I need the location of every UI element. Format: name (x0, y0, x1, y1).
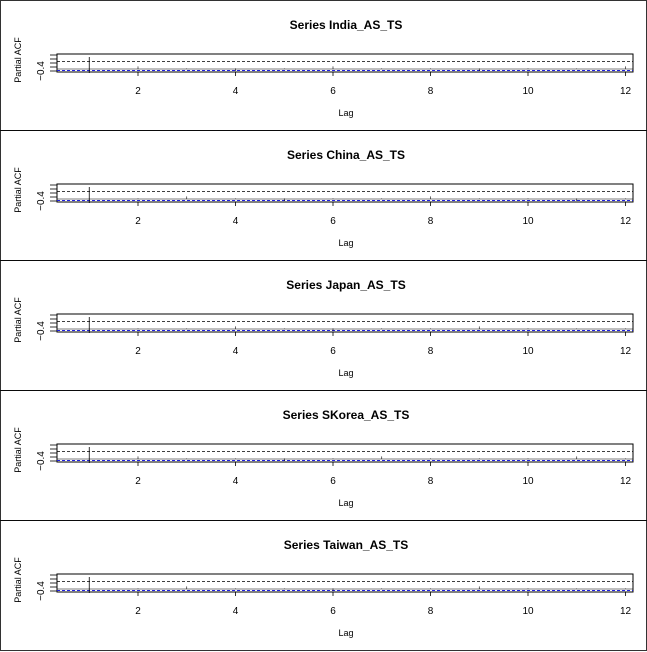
x-tick-label: 4 (233, 216, 239, 227)
y-tick-label: −0.4 (36, 581, 47, 601)
y-axis-label: Partial ACF (13, 557, 23, 603)
x-tick-label: 6 (330, 86, 336, 97)
x-tick-label: 8 (428, 346, 434, 357)
y-axis-label: Partial ACF (13, 167, 23, 213)
x-tick-label: 12 (620, 606, 632, 617)
x-axis-label: Lag (338, 498, 353, 508)
y-tick-label: −0.4 (36, 451, 47, 471)
x-axis-label: Lag (338, 368, 353, 378)
y-tick-label: −0.4 (36, 191, 47, 211)
y-tick-label: −0.4 (36, 61, 47, 81)
plot-box (56, 53, 634, 73)
x-tick-label: 6 (330, 476, 336, 487)
x-tick-label: 2 (135, 216, 141, 227)
pacf-panel: −0.4 Partial ACF 2 4 6 8 10 12 Lag Series China_A… (0, 130, 647, 261)
x-tick-label: 4 (233, 476, 239, 487)
x-axis-label: Lag (338, 108, 353, 118)
y-axis-label: Partial ACF (13, 297, 23, 343)
x-tick-label: 8 (428, 476, 434, 487)
x-tick-label: 4 (233, 86, 239, 97)
x-tick-label: 6 (330, 606, 336, 617)
x-tick-label: 10 (522, 216, 534, 227)
x-tick-label: 10 (522, 476, 534, 487)
x-tick-label: 6 (330, 346, 336, 357)
x-tick-label: 12 (620, 346, 632, 357)
x-tick-label: 10 (522, 86, 534, 97)
chart-title: Series Japan_AS_TS (286, 278, 405, 292)
y-axis-label: Partial ACF (13, 37, 23, 83)
x-tick-label: 6 (330, 216, 336, 227)
x-tick-label: 4 (233, 346, 239, 357)
chart-title: Series China_AS_TS (287, 148, 405, 162)
x-tick-label: 10 (522, 606, 534, 617)
pacf-panel: −0.4 Partial ACF 2 4 6 8 10 12 Lag Series SKorea_… (0, 390, 647, 521)
x-tick-label: 2 (135, 476, 141, 487)
x-tick-label: 4 (233, 606, 239, 617)
x-tick-label: 8 (428, 216, 434, 227)
x-tick-label: 2 (135, 86, 141, 97)
chart-title: Series SKorea_AS_TS (283, 408, 410, 422)
x-axis-label: Lag (338, 238, 353, 248)
pacf-panel: −0.4 Partial ACF 2 4 6 8 10 12 Lag Series Japan_A… (0, 260, 647, 391)
x-tick-label: 8 (428, 86, 434, 97)
x-tick-label: 8 (428, 606, 434, 617)
x-tick-label: 12 (620, 476, 632, 487)
y-tick-label: −0.4 (36, 321, 47, 341)
chart-title: Series Taiwan_AS_TS (284, 538, 409, 552)
chart-title: Series India_AS_TS (290, 18, 403, 32)
x-axis-label: Lag (338, 628, 353, 638)
x-tick-label: 2 (135, 606, 141, 617)
x-tick-label: 10 (522, 346, 534, 357)
y-axis-label: Partial ACF (13, 427, 23, 473)
x-tick-label: 2 (135, 346, 141, 357)
x-tick-label: 12 (620, 86, 632, 97)
pacf-panel: −0.4 Partial ACF 2 4 6 8 10 12 Lag Series India_A… (0, 0, 647, 131)
x-tick-label: 12 (620, 216, 632, 227)
pacf-panel: −0.4 Partial ACF 2 4 6 8 10 12 Lag Series Taiwan_… (0, 520, 647, 651)
